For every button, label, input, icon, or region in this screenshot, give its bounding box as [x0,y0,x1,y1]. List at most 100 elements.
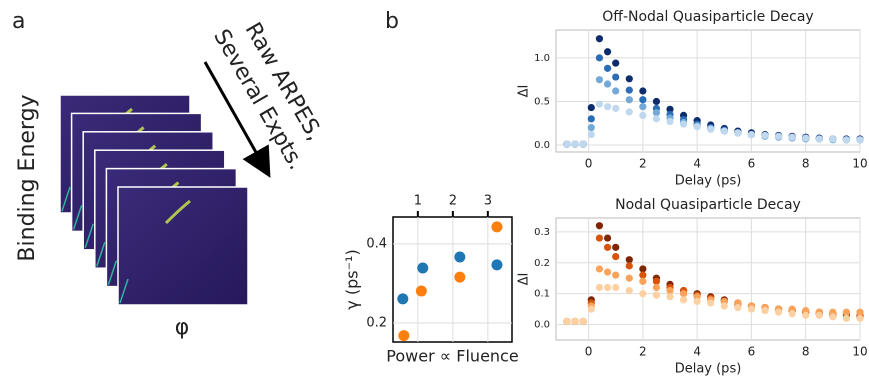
point [639,265,646,272]
point [843,309,850,316]
y-axis-label: γ (ps⁻¹) [343,249,362,309]
point [707,126,714,133]
point [653,284,660,291]
x-tick-label: 2 [449,194,457,209]
x-axis-label: Delay (ps) [675,362,742,377]
point [639,290,646,297]
point [639,103,646,110]
x-tick-label: 4 [693,157,701,171]
point [856,315,863,322]
point [596,265,603,272]
point [612,272,619,279]
point [843,136,850,143]
point [680,290,687,297]
chart-title: Nodal Quasiparticle Decay [615,197,801,213]
point [761,132,768,139]
point [653,278,660,285]
point [604,48,611,55]
point [604,268,611,275]
point [856,136,863,143]
point [802,312,809,319]
point [604,103,611,110]
x-tick-label: 6 [748,345,756,359]
x-tick-label: 10 [852,345,867,359]
x-tick-label: 8 [802,345,810,359]
point [612,284,619,291]
point [588,306,595,313]
y-tick-label: 1.0 [534,53,550,64]
y-tick-label: 0.3 [534,227,550,238]
point [588,131,595,138]
point [653,98,660,105]
point [626,275,633,282]
x-axis-label: Power ∝ Fluence [386,347,518,366]
point [653,115,660,122]
point [612,87,619,94]
point [596,76,603,83]
point [843,315,850,322]
point [694,298,701,305]
point [612,253,619,260]
arpes-stack [60,95,248,305]
figure: a b Binding Energy φ Raw ARPES, Several … [0,0,869,380]
y-tick-label: 0.2 [366,316,387,331]
point [666,287,673,294]
point [802,134,809,141]
y-tick-label: 0.1 [534,289,550,300]
y-tick-label: 0.2 [534,258,550,269]
point [680,296,687,303]
point [571,141,578,148]
y-axis-label: Binding Energy [15,94,40,261]
point [626,75,633,82]
point [626,108,633,115]
point [694,123,701,130]
point [626,256,633,263]
point [680,121,687,128]
arpes-image [118,187,248,305]
x-tick-label: 3 [484,194,492,209]
x-tick-label: 2 [639,345,647,359]
x-axis-label: φ [175,315,190,340]
point [563,141,570,148]
point [491,221,502,232]
point [666,293,673,300]
point [416,285,427,296]
y-tick-label: 0.0 [534,140,550,151]
x-tick-label: 2 [639,157,647,171]
point [666,118,673,125]
point [604,65,611,72]
point [639,96,646,103]
point [829,313,836,320]
point [721,302,728,309]
point [454,272,465,283]
point [604,244,611,251]
point [639,87,646,94]
point [571,318,578,325]
point [626,262,633,269]
plot-frame [556,30,860,152]
point [398,330,409,341]
point [596,234,603,241]
y-tick-label: 0.0 [534,320,550,331]
point [588,104,595,111]
chart-title: Off-Nodal Quasiparticle Decay [602,9,813,25]
point [588,124,595,131]
x-tick-label: 0 [585,157,593,171]
x-axis-label: Delay (ps) [675,174,742,189]
point [588,115,595,122]
point [856,309,863,316]
point [639,272,646,279]
point [491,259,502,270]
point [596,54,603,61]
y-tick-label: 0.4 [366,236,387,251]
point [626,87,633,94]
point [612,244,619,251]
point [789,134,796,141]
panel-label: b [385,9,399,34]
x-tick-label: 0 [585,345,593,359]
point [612,105,619,112]
point [775,133,782,140]
point [639,112,646,119]
point [789,310,796,317]
point [626,96,633,103]
